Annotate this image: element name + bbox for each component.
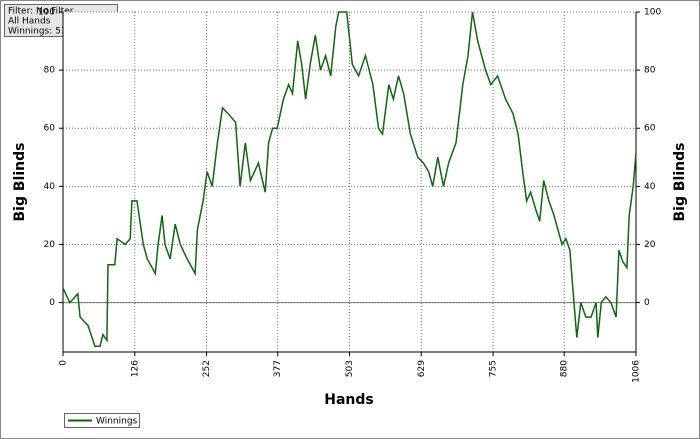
y-tick-label: 100 (38, 8, 55, 18)
y-tick-label: 20 (44, 240, 56, 250)
legend-label: Winnings (96, 417, 138, 427)
x-axis-title: Hands (324, 392, 374, 408)
y2-tick-label: 20 (644, 240, 656, 250)
y2-tick-label: 80 (644, 66, 656, 76)
x-tick-label: 629 (417, 360, 427, 377)
y2-tick-label: 40 (644, 182, 656, 192)
legend: Winnings (64, 413, 140, 428)
y-tick-label: 0 (49, 298, 55, 308)
info-line: All Hands (8, 17, 51, 27)
y2-tick-label: 60 (644, 124, 656, 134)
plot-area (63, 12, 636, 352)
x-tick-label: 755 (489, 360, 499, 377)
x-tick-label: 503 (345, 360, 355, 377)
x-tick-label: 377 (273, 360, 283, 377)
y2-tick-label: 100 (644, 8, 661, 18)
x-tick-label: 1006 (632, 360, 642, 383)
info-line: Filter: No Filter (8, 7, 74, 17)
legend-box (64, 413, 140, 428)
y2-tick-label: 0 (644, 298, 650, 308)
y-tick-label: 40 (44, 182, 56, 192)
x-tick-label: 126 (130, 360, 140, 377)
x-tick-label: 880 (560, 360, 570, 377)
y2-axis-title: Big Blinds (672, 143, 688, 222)
x-tick-label: 0 (59, 360, 69, 366)
x-tick-label: 252 (202, 360, 212, 377)
series-line (62, 11, 637, 347)
y-tick-label: 60 (44, 124, 56, 134)
y-tick-label: 80 (44, 66, 56, 76)
y-axis-title: Big Blinds (12, 143, 28, 222)
